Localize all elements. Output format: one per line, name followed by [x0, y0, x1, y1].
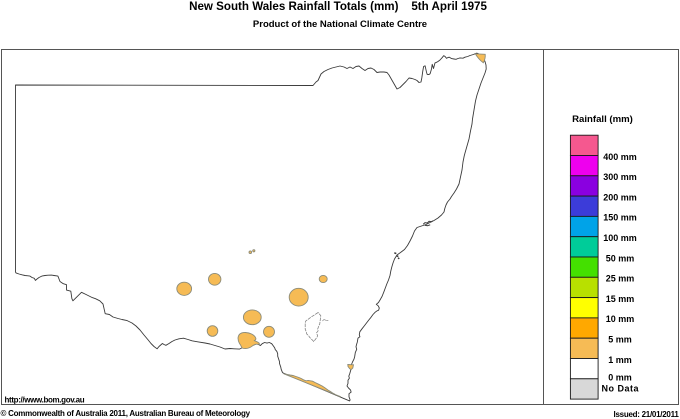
svg-text:Issued: 21/01/2011: Issued: 21/01/2011: [614, 410, 680, 419]
svg-text:50 mm: 50 mm: [606, 253, 635, 263]
svg-text:25 mm: 25 mm: [606, 274, 635, 284]
svg-text:No Data: No Data: [602, 383, 640, 393]
svg-text:10 mm: 10 mm: [606, 314, 635, 324]
svg-text:© Commonwealth of Australia 20: © Commonwealth of Australia 2011, Austra…: [1, 409, 251, 418]
svg-text:Rainfall (mm): Rainfall (mm): [572, 114, 633, 125]
svg-text:400 mm: 400 mm: [603, 152, 637, 162]
svg-text:5 mm: 5 mm: [608, 335, 632, 345]
svg-text:200 mm: 200 mm: [603, 192, 637, 202]
svg-text:300 mm: 300 mm: [603, 172, 637, 182]
svg-text:150 mm: 150 mm: [603, 213, 637, 223]
svg-text:0 mm: 0 mm: [608, 373, 632, 383]
svg-text:Product of the National Climat: Product of the National Climate Centre: [253, 19, 427, 30]
svg-text:http://www.bom.gov.au: http://www.bom.gov.au: [5, 396, 85, 405]
svg-text:100 mm: 100 mm: [603, 233, 637, 243]
svg-text:1 mm: 1 mm: [608, 355, 632, 365]
svg-text:15 mm: 15 mm: [606, 294, 635, 304]
svg-text:New South Wales Rainfall Total: New South Wales Rainfall Totals (mm) 5th…: [189, 0, 487, 13]
